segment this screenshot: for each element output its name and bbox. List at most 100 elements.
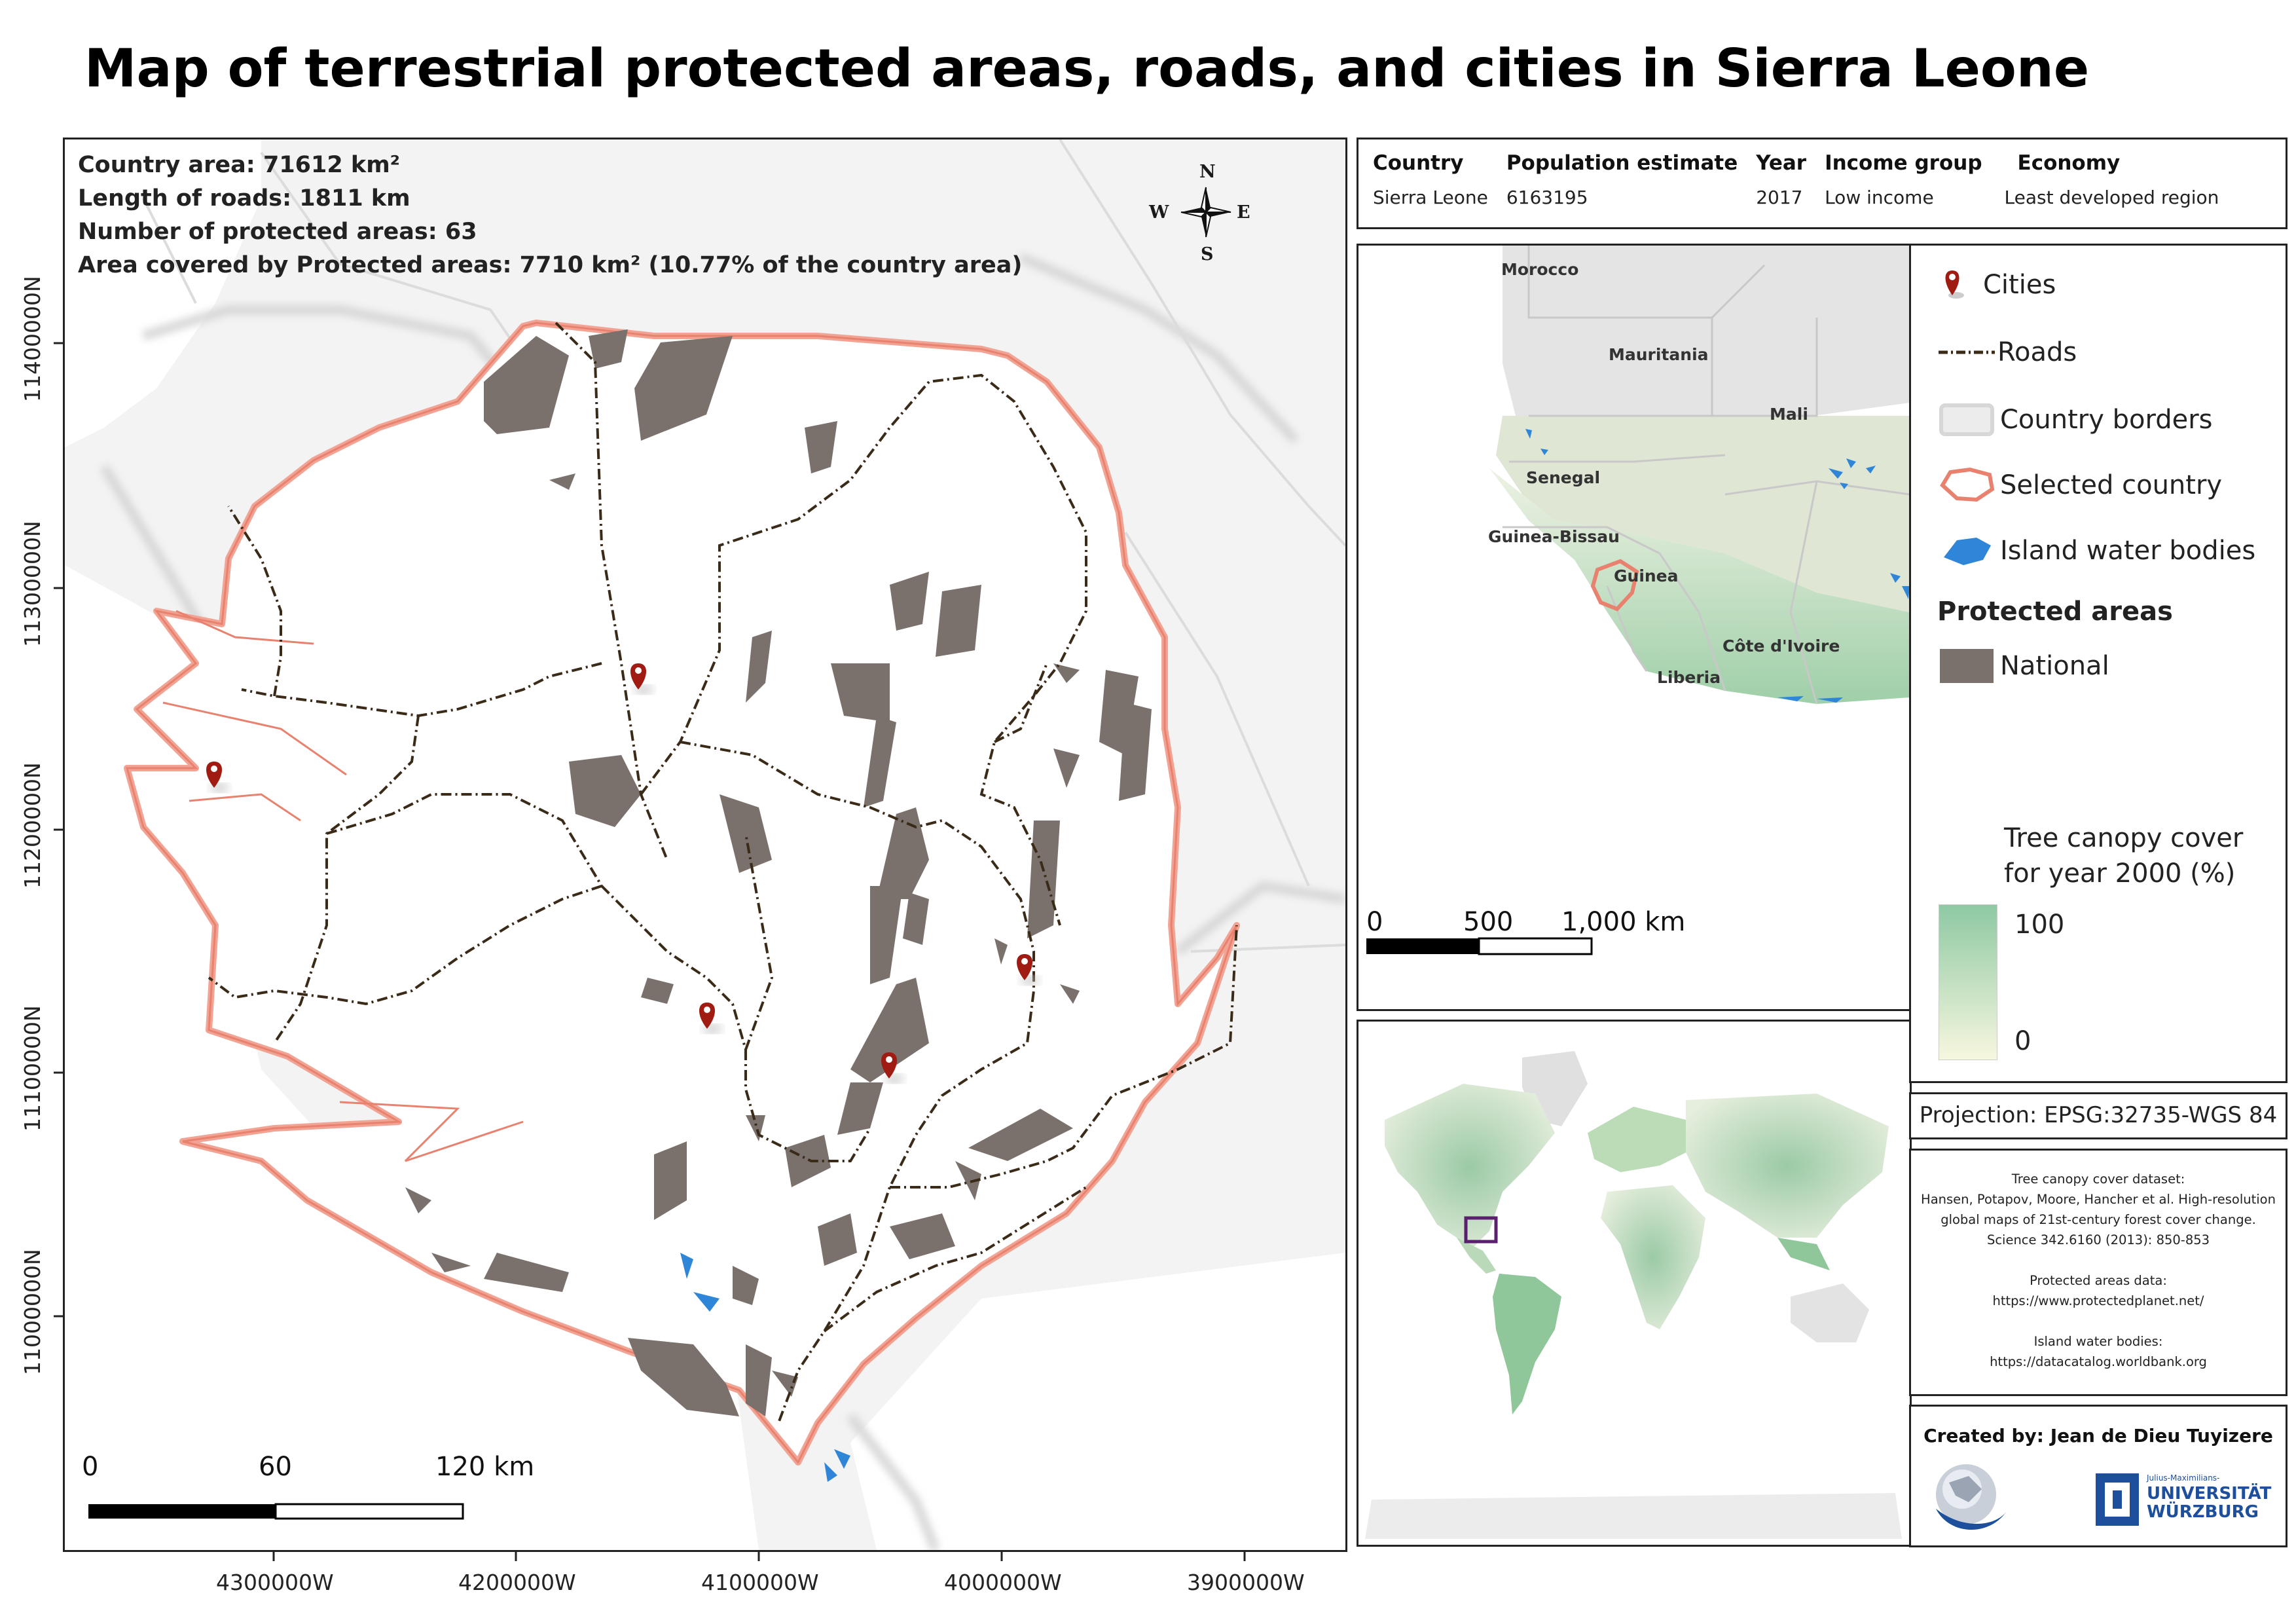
city-marker-icon [1945, 270, 1964, 299]
university-emblem-icon [2096, 1473, 2139, 1526]
city-marker[interactable] [699, 1003, 721, 1033]
source-line [1911, 1311, 2286, 1331]
compass-label-s: S [1201, 244, 1214, 265]
ocean-area [65, 139, 261, 447]
main-scale-bar [88, 1503, 464, 1520]
globe-logo [1936, 1464, 2007, 1530]
y-tick-label: 11100000N [20, 1005, 45, 1132]
main-scale-label-0: 0 [82, 1452, 99, 1482]
region-label: Côte d'Ivoire [1722, 637, 1840, 655]
europe [1588, 1107, 1699, 1172]
water-bodies [680, 1253, 850, 1482]
country-statistics: Country area: 71612 km² Length of roads:… [78, 149, 1022, 282]
land-west-africa [1489, 468, 1910, 704]
stat-country-area: Country area: 71612 km² [78, 152, 400, 178]
region-label: Guinea-Bissau [1488, 527, 1620, 546]
y-tick-label: 11300000N [20, 521, 45, 647]
y-tick-label: 11200000N [20, 762, 45, 889]
table-cell: 6163195 [1506, 187, 1588, 208]
canopy-max-label: 100 [2014, 910, 2065, 940]
projection-box: Projection: EPSG:32735-WGS 84 [1909, 1092, 2287, 1139]
legend-label: Selected country [2000, 470, 2223, 500]
compass-label-w: W [1149, 202, 1169, 223]
coastal-inlets [162, 610, 524, 1162]
legend-panel: Cities Roads Country borders Selected co… [1909, 244, 2287, 1083]
university-name-line1: UNIVERSITÄT [2147, 1484, 2272, 1504]
city-markers [206, 663, 1039, 1082]
africa [1601, 1185, 1705, 1329]
main-scale-label-120: 120 km [435, 1452, 535, 1482]
university-logo: Julius-Maximilians- UNIVERSITÄT WÜRZBURG [2094, 1472, 2271, 1531]
data-sources: Tree canopy cover dataset: Hansen, Potap… [1911, 1169, 2286, 1372]
road-line-icon [1939, 350, 1995, 354]
legend-label: Country borders [2000, 405, 2213, 435]
antarctica [1365, 1493, 1902, 1539]
canopy-title-line1: Tree canopy cover [2004, 823, 2244, 853]
table-header: Income group [1825, 151, 1982, 175]
regional-scale-bar [1366, 937, 1593, 955]
university-name-line2: WÜRZBURG [2147, 1502, 2259, 1522]
country-info-table: Country Population estimate Year Income … [1357, 138, 2287, 229]
regional-scale-label-1000: 1,000 km [1561, 907, 1686, 937]
city-marker[interactable] [1017, 954, 1039, 984]
city-marker[interactable] [206, 762, 228, 792]
country-border-lines [142, 139, 1345, 953]
table-cell: Low income [1825, 187, 1934, 208]
land-north [1503, 246, 1910, 422]
regional-borders [1503, 246, 1910, 705]
credits-box: Created by: Jean de Dieu Tuyizere Julius… [1909, 1405, 2287, 1547]
canopy-color-ramp [1939, 904, 1997, 1060]
country-border-icon [1939, 403, 1994, 436]
stat-protected-count: Number of protected areas: 63 [78, 219, 477, 245]
source-line: Hansen, Potapov, Moore, Hancher et al. H… [1921, 1192, 2276, 1207]
regional-map-canvas [1358, 246, 1910, 1009]
north-america [1385, 1084, 1555, 1251]
table-header: Country [1373, 151, 1464, 175]
table-cell: Least developed region [2004, 187, 2219, 208]
roads [208, 322, 1238, 1424]
legend-label: National [2000, 651, 2109, 681]
world-locator-box [1464, 1216, 1498, 1244]
south-america [1493, 1274, 1561, 1414]
legend-label: Island water bodies [2000, 536, 2256, 566]
legend-protected-heading: Protected areas [1937, 597, 2173, 627]
map-title: Map of terrestrial protected areas, road… [84, 38, 2090, 99]
stat-road-length: Length of roads: 1811 km [78, 185, 410, 212]
x-tick-label: 4300000W [216, 1570, 334, 1595]
x-tick-label: 4200000W [458, 1570, 576, 1595]
table-header: Year [1756, 151, 1807, 175]
compass-label-e: E [1237, 202, 1250, 223]
region-label: Senegal [1526, 468, 1601, 487]
regional-scale-label-500: 500 [1463, 907, 1514, 937]
legend-item-borders: Country borders [1937, 400, 2213, 439]
source-line: https://www.protectedplanet.net/ [1992, 1293, 2204, 1308]
legend-item-national: National [1937, 646, 2109, 686]
source-line: Tree canopy cover dataset: [2011, 1172, 2185, 1187]
source-line: Island water bodies: [2033, 1334, 2163, 1349]
x-tick-label: 3900000W [1187, 1570, 1305, 1595]
selected-country-icon [1940, 467, 1995, 502]
source-line: global maps of 21st-century forest cover… [1941, 1212, 2256, 1227]
region-label: Mauritania [1609, 345, 1709, 364]
author-credit: Created by: Jean de Dieu Tuyizere [1923, 1425, 2273, 1447]
table-header: Population estimate [1506, 151, 1738, 175]
region-label: Guinea [1614, 566, 1679, 585]
sierra-leone-inset [1590, 559, 1639, 612]
x-tick-label: 4100000W [701, 1570, 819, 1595]
legend-item-roads: Roads [1937, 337, 2077, 367]
regional-map-panel: Morocco Mauritania Mali Senegal Guinea-B… [1357, 244, 1912, 1011]
table-cell: 2017 [1756, 187, 1803, 208]
main-scale-label-60: 60 [259, 1452, 292, 1482]
asia [1686, 1094, 1889, 1238]
regional-scale-label-0: 0 [1366, 907, 1383, 937]
city-marker[interactable] [881, 1052, 903, 1082]
main-map-panel: Country area: 71612 km² Length of roads:… [63, 138, 1347, 1552]
australia [1791, 1283, 1869, 1342]
sierra-leone-outline [126, 322, 1238, 1464]
region-label: Morocco [1501, 260, 1579, 279]
stat-protected-area: Area covered by Protected areas: 7710 km… [78, 252, 1023, 278]
protected-areas [405, 329, 1152, 1416]
legend-item-water: Island water bodies [1937, 531, 2255, 570]
ocean-area-se [850, 1253, 1345, 1550]
city-marker[interactable] [630, 663, 653, 693]
